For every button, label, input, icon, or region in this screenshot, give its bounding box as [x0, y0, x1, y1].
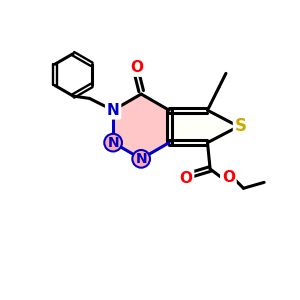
- Circle shape: [104, 134, 122, 152]
- Text: O: O: [222, 170, 235, 185]
- Polygon shape: [169, 110, 238, 142]
- Polygon shape: [113, 94, 169, 159]
- Circle shape: [132, 150, 150, 168]
- Text: N: N: [107, 103, 119, 118]
- Text: O: O: [179, 171, 193, 186]
- Text: N: N: [135, 152, 147, 166]
- Text: N: N: [107, 136, 119, 150]
- Text: O: O: [130, 60, 143, 75]
- Text: S: S: [235, 117, 247, 135]
